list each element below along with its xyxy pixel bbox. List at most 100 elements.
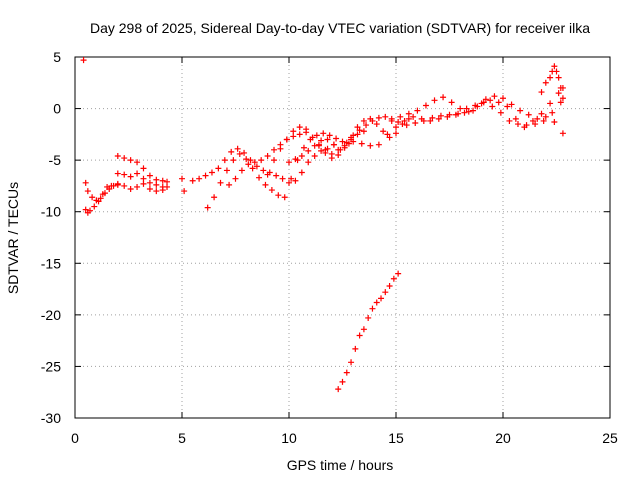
data-point xyxy=(275,192,282,199)
data-point xyxy=(440,94,447,101)
data-point xyxy=(525,111,532,118)
data-point xyxy=(559,95,566,102)
data-point xyxy=(489,103,496,110)
data-point xyxy=(538,110,545,117)
data-point xyxy=(211,194,218,201)
data-point xyxy=(495,99,502,106)
data-point xyxy=(264,171,271,178)
data-point xyxy=(529,117,536,124)
data-point xyxy=(514,121,521,128)
data-point xyxy=(399,121,406,128)
data-point xyxy=(382,113,389,120)
data-point xyxy=(480,99,487,106)
data-point xyxy=(414,107,421,114)
data-point xyxy=(547,74,554,81)
plot-frame xyxy=(74,56,611,419)
x-tick-label: 25 xyxy=(602,430,618,446)
data-point xyxy=(305,147,312,154)
data-point xyxy=(91,203,98,210)
data-point xyxy=(534,115,541,122)
data-point xyxy=(446,111,453,118)
data-point xyxy=(320,130,327,137)
data-point xyxy=(99,191,106,198)
data-point xyxy=(290,128,297,135)
data-point xyxy=(153,188,160,195)
data-point xyxy=(500,95,506,102)
data-point xyxy=(140,175,147,182)
data-point xyxy=(405,110,412,117)
data-point xyxy=(146,172,153,179)
data-point xyxy=(350,138,357,145)
data-point xyxy=(243,156,250,163)
data-point xyxy=(247,157,254,164)
series-main-5 xyxy=(286,113,402,166)
data-point xyxy=(557,99,564,106)
series-trace-b xyxy=(114,153,171,185)
data-point xyxy=(134,159,141,166)
data-point xyxy=(557,84,564,91)
data-point xyxy=(300,144,307,151)
data-point xyxy=(324,136,331,143)
data-point xyxy=(230,157,237,164)
data-point xyxy=(343,139,350,146)
axis-ticks xyxy=(74,56,611,419)
data-point xyxy=(140,180,147,187)
data-point xyxy=(298,169,305,176)
data-point xyxy=(429,114,436,121)
data-point xyxy=(356,127,363,134)
data-point xyxy=(264,153,271,160)
data-point xyxy=(273,172,280,179)
data-point xyxy=(296,124,303,131)
data-point xyxy=(305,159,312,166)
data-point xyxy=(388,117,395,124)
data-point xyxy=(322,149,329,156)
series-falling-arc xyxy=(335,270,402,393)
data-point xyxy=(369,117,376,124)
data-point xyxy=(328,155,335,162)
data-point xyxy=(403,122,410,129)
y-tick-label: -15 xyxy=(41,255,61,271)
data-point xyxy=(482,96,489,103)
series-main-1 xyxy=(189,141,337,186)
data-point xyxy=(134,170,141,177)
data-point xyxy=(461,109,468,116)
data-point xyxy=(356,332,363,339)
series-tail-3 xyxy=(403,99,564,129)
data-point xyxy=(437,112,444,119)
series-short xyxy=(179,175,188,195)
data-point xyxy=(435,115,442,122)
data-point xyxy=(470,107,477,114)
data-point xyxy=(288,175,295,182)
data-point xyxy=(555,90,562,97)
grid xyxy=(75,57,610,418)
data-point xyxy=(232,175,239,182)
data-point xyxy=(538,89,545,96)
data-points xyxy=(80,57,566,393)
data-point xyxy=(164,183,171,190)
data-point xyxy=(375,141,382,148)
data-point xyxy=(208,169,215,176)
data-point xyxy=(89,194,96,201)
data-point xyxy=(360,117,367,124)
data-point xyxy=(164,178,171,185)
data-point xyxy=(386,134,393,141)
data-point xyxy=(146,186,153,193)
data-point xyxy=(358,140,365,147)
data-point xyxy=(181,188,188,195)
data-point xyxy=(271,146,278,153)
data-point xyxy=(405,115,412,122)
data-point xyxy=(397,113,404,120)
data-point xyxy=(395,118,402,125)
x-tick-labels: 0 5 10 15 20 25 xyxy=(71,430,618,446)
data-point xyxy=(532,121,539,128)
data-point xyxy=(335,151,342,158)
data-point xyxy=(228,148,235,155)
data-point xyxy=(354,124,361,131)
data-point xyxy=(553,68,560,75)
data-point xyxy=(373,121,380,128)
data-point xyxy=(393,124,399,131)
data-point xyxy=(367,142,374,149)
data-point xyxy=(549,109,556,116)
data-point xyxy=(253,163,260,170)
data-point xyxy=(256,174,263,181)
